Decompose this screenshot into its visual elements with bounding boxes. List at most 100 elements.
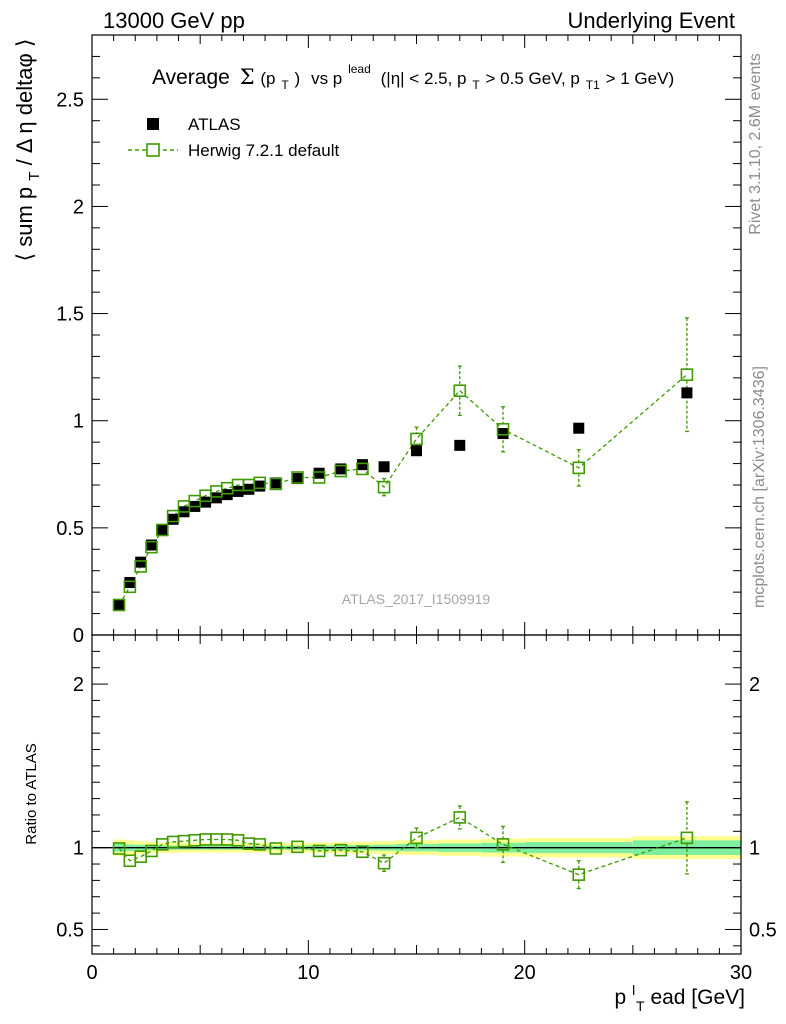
herwig-point <box>134 560 147 573</box>
herwig-point <box>572 461 586 475</box>
ratio-ytick-label: 0.5 <box>56 919 84 941</box>
title-sub-t1: T1 <box>586 78 600 92</box>
herwig-point <box>188 494 202 508</box>
atlas-point <box>221 489 233 501</box>
atlas-point <box>243 483 255 495</box>
ratio-herwig-line <box>118 816 688 876</box>
xlabel-a: p <box>615 986 627 1009</box>
mcplots-label: mcplots.cern.ch [arXiv:1306.3436] <box>751 366 768 608</box>
atlas-point <box>232 485 244 497</box>
ratio-ylabel: Ratio to ATLAS <box>23 743 40 844</box>
atlas-point <box>411 445 422 457</box>
ratio-herwig-point <box>377 856 391 870</box>
main-ytick-label: 0 <box>73 625 84 647</box>
herwig-point <box>199 489 212 503</box>
atlas-point <box>378 461 390 473</box>
atlas-point <box>113 599 125 611</box>
title-cond2: > 0.5 GeV, p <box>486 69 580 88</box>
atlas-point <box>497 428 509 440</box>
title-sup-lead: lead <box>348 62 371 76</box>
main-ylabel: ⟨ sum p T / Δ η deltaφ ⟩ <box>12 39 44 262</box>
ratio-herwig-point <box>356 845 369 859</box>
legend-herwig-marker <box>146 143 160 157</box>
ratio-ticks: 0 10 20 30 0.5 0.5 1 1 2 2 <box>56 635 777 984</box>
analysis-watermark: ATLAS_2017_I1509919 <box>342 591 491 607</box>
atlas-point <box>313 467 325 479</box>
herwig-point <box>177 500 191 513</box>
main-ylabel-a: ⟨ sum p <box>12 187 37 262</box>
title-vs: vs p <box>311 69 342 88</box>
atlas-point <box>145 539 157 551</box>
atlas-point <box>454 439 466 451</box>
atlas-point <box>335 463 347 475</box>
herwig-point <box>410 432 423 446</box>
ratio-herwig-point <box>253 838 266 851</box>
herwig-point <box>231 478 245 492</box>
header-left: 13000 GeV pp <box>103 8 245 33</box>
ratio-ytick-label: 1 <box>73 838 84 860</box>
legend-herwig-label: Herwig 7.2.1 default <box>188 141 339 160</box>
herwig-point <box>156 523 169 537</box>
xtick-label: 10 <box>297 962 319 984</box>
main-ylabel-sub: T <box>26 172 43 181</box>
atlas-point <box>270 477 282 489</box>
rivet-label: Rivet 3.1.10, 2.6M events <box>747 53 764 234</box>
title-sigma: Σ <box>240 65 255 89</box>
atlas-point <box>254 480 266 492</box>
xlabel-sup: l <box>632 982 635 998</box>
main-ytick-label: 2 <box>73 196 84 218</box>
ratio-herwig-point <box>269 842 283 855</box>
legend-atlas-marker <box>147 118 159 130</box>
atlas-point <box>210 492 222 504</box>
xlabel-sub: T <box>636 998 645 1014</box>
ratio-herwig-point <box>112 842 126 855</box>
main-ytick-label: 2.5 <box>56 89 84 111</box>
herwig-point <box>242 478 256 492</box>
herwig-point <box>680 368 694 381</box>
atlas-point <box>573 422 585 434</box>
ratio-panel: 0 10 20 30 0.5 0.5 1 1 2 2 Ratio to ATLAS p l T e… <box>23 634 777 1016</box>
ratio-ytick-label-right: 2 <box>749 674 760 696</box>
title-sub-t: T <box>281 78 289 92</box>
herwig-point <box>123 580 137 594</box>
herwig-point <box>145 540 158 554</box>
atlas-point <box>292 473 304 485</box>
main-panel: 0 0.5 1 1.5 2 2.5 Average Σ (p T ) vs p lead … <box>12 34 742 647</box>
atlas-point <box>200 496 212 508</box>
herwig-point <box>377 480 391 494</box>
xtick-label: 30 <box>730 962 752 984</box>
herwig-point <box>166 509 180 523</box>
ratio-herwig-point <box>334 843 348 857</box>
header-right: Underlying Event <box>567 8 735 33</box>
title-close: ) <box>295 69 301 88</box>
atlas-point <box>167 513 179 525</box>
herwig-point <box>312 471 326 484</box>
main-ytick-label: 0.5 <box>56 518 84 540</box>
herwig-point <box>356 462 369 476</box>
main-ticks: 0 0.5 1 1.5 2 2.5 <box>56 35 742 647</box>
herwig-point <box>291 471 304 484</box>
ratio-herwig-point <box>145 844 158 858</box>
legend-atlas-label: ATLAS <box>188 115 241 134</box>
herwig-point <box>220 481 234 495</box>
main-ylabel-b: / Δ η deltaφ ⟩ <box>12 39 37 166</box>
ratio-frame <box>91 634 742 955</box>
ratio-ytick-label: 2 <box>73 674 84 696</box>
plot-title: Average Σ (p T ) vs p lead (|η| < 2.5, p… <box>152 55 674 94</box>
main-marks <box>112 317 694 612</box>
xtick-label: 20 <box>514 962 536 984</box>
atlas-point <box>135 556 147 568</box>
atlas-point <box>156 524 168 536</box>
herwig-point <box>269 477 283 491</box>
ratio-marks <box>92 801 741 890</box>
ratio-ytick-label-right: 0.5 <box>749 919 777 941</box>
xlabel: p l T ead [GeV] <box>615 977 745 1016</box>
herwig-point <box>210 485 223 498</box>
main-ytick-label: 1.5 <box>56 304 84 326</box>
ratio-herwig-point <box>410 831 423 845</box>
ratio-herwig-point <box>496 838 510 851</box>
title-cond1: (|η| < 2.5, p <box>381 69 467 88</box>
ratio-herwig-point <box>312 844 326 858</box>
atlas-point <box>124 577 136 588</box>
